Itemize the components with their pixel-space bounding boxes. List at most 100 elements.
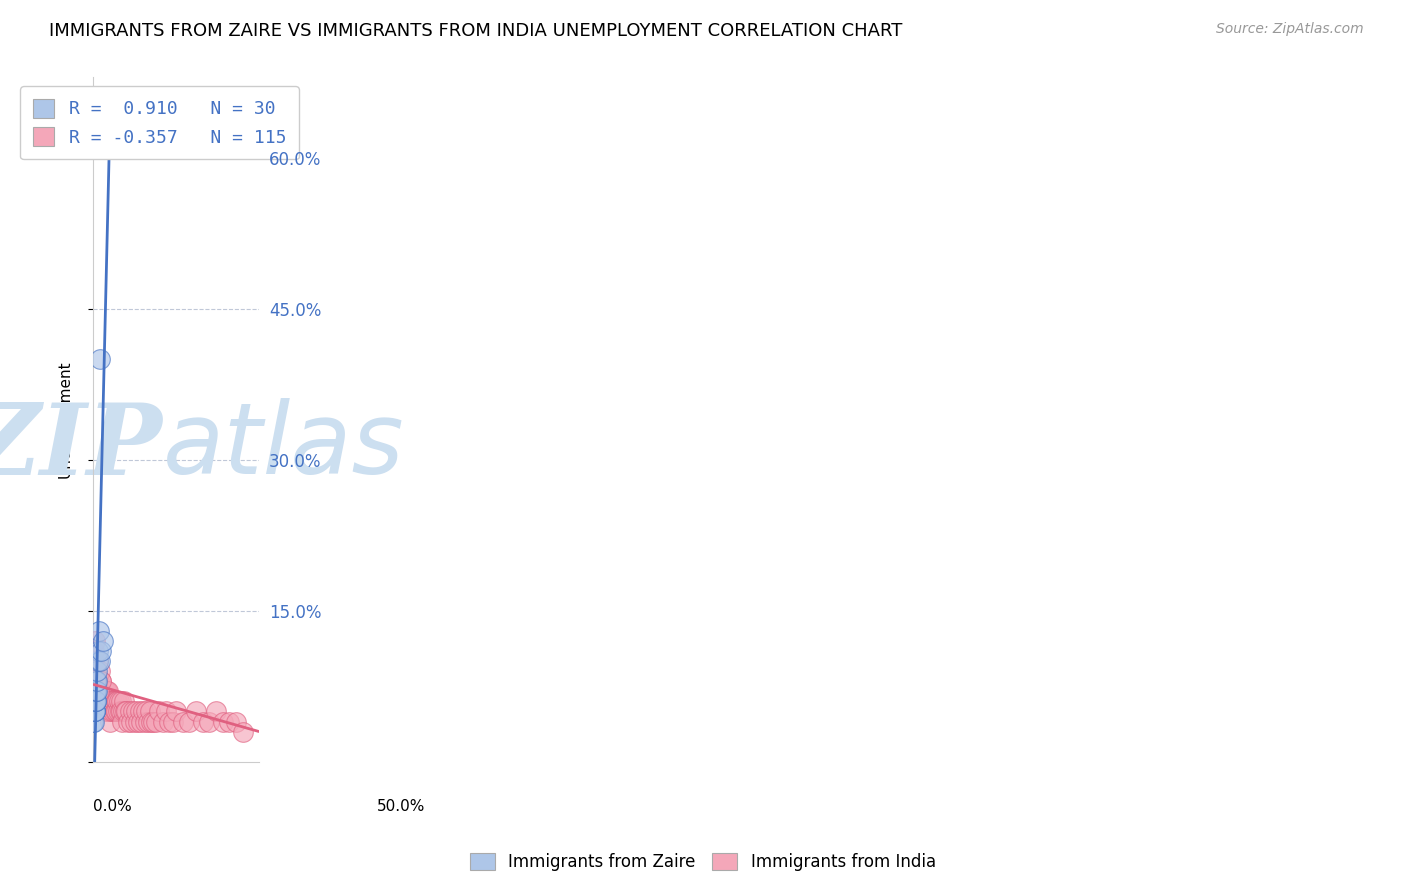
- Point: [87, 694, 110, 708]
- Point: [105, 705, 128, 719]
- Point: [89, 654, 111, 668]
- Point: [83, 644, 105, 658]
- Text: ZIP: ZIP: [0, 399, 163, 495]
- Point: [86, 694, 108, 708]
- Point: [86, 684, 108, 698]
- Point: [93, 694, 115, 708]
- Point: [84, 684, 107, 698]
- Point: [96, 694, 118, 708]
- Point: [90, 684, 112, 698]
- Point: [101, 694, 124, 708]
- Point: [93, 694, 115, 708]
- Point: [127, 714, 149, 729]
- Point: [96, 705, 118, 719]
- Point: [136, 714, 159, 729]
- Point: [191, 714, 214, 729]
- Point: [110, 705, 132, 719]
- Text: 50.0%: 50.0%: [377, 799, 426, 814]
- Point: [110, 694, 132, 708]
- Point: [117, 714, 139, 729]
- Point: [145, 714, 167, 729]
- Point: [122, 705, 145, 719]
- Point: [83, 694, 105, 708]
- Point: [165, 705, 187, 719]
- Text: IMMIGRANTS FROM ZAIRE VS IMMIGRANTS FROM INDIA UNEMPLOYMENT CORRELATION CHART: IMMIGRANTS FROM ZAIRE VS IMMIGRANTS FROM…: [49, 22, 903, 40]
- Point: [83, 705, 105, 719]
- Point: [87, 674, 110, 689]
- Point: [101, 705, 124, 719]
- Point: [87, 624, 110, 638]
- Point: [125, 705, 148, 719]
- Point: [82, 674, 104, 689]
- Point: [89, 684, 111, 698]
- Point: [83, 654, 105, 668]
- Point: [134, 714, 156, 729]
- Point: [86, 674, 108, 689]
- Point: [83, 674, 105, 689]
- Point: [89, 694, 111, 708]
- Point: [94, 684, 117, 698]
- Point: [90, 694, 112, 708]
- Point: [90, 644, 112, 658]
- Point: [84, 664, 107, 678]
- Point: [138, 705, 160, 719]
- Point: [94, 684, 117, 698]
- Point: [111, 714, 134, 729]
- Point: [97, 694, 120, 708]
- Point: [83, 694, 105, 708]
- Point: [83, 705, 105, 719]
- Point: [142, 714, 165, 729]
- Text: Source: ZipAtlas.com: Source: ZipAtlas.com: [1216, 22, 1364, 37]
- Point: [84, 674, 107, 689]
- Point: [97, 694, 120, 708]
- Point: [159, 714, 181, 729]
- Point: [91, 694, 114, 708]
- Point: [120, 714, 142, 729]
- Point: [179, 714, 201, 729]
- Point: [91, 694, 114, 708]
- Point: [83, 684, 105, 698]
- Point: [114, 705, 136, 719]
- Point: [82, 714, 104, 729]
- Point: [89, 664, 111, 678]
- Point: [105, 694, 128, 708]
- Point: [90, 674, 112, 689]
- Point: [84, 694, 107, 708]
- Point: [232, 724, 254, 739]
- Point: [86, 694, 108, 708]
- Point: [83, 694, 105, 708]
- Point: [87, 684, 110, 698]
- Point: [94, 694, 117, 708]
- Legend: Immigrants from Zaire, Immigrants from India: Immigrants from Zaire, Immigrants from I…: [461, 845, 945, 880]
- Point: [87, 684, 110, 698]
- Point: [98, 714, 121, 729]
- Point: [129, 714, 152, 729]
- Point: [83, 664, 105, 678]
- Point: [132, 705, 155, 719]
- Point: [100, 705, 122, 719]
- Point: [155, 705, 177, 719]
- Point: [87, 644, 110, 658]
- Point: [83, 705, 105, 719]
- Point: [84, 684, 107, 698]
- Point: [104, 705, 127, 719]
- Point: [84, 694, 107, 708]
- Point: [97, 684, 120, 698]
- Point: [98, 694, 121, 708]
- Point: [211, 714, 233, 729]
- Point: [89, 352, 111, 367]
- Point: [84, 664, 107, 678]
- Text: atlas: atlas: [163, 399, 405, 495]
- Point: [83, 684, 105, 698]
- Point: [93, 684, 115, 698]
- Point: [91, 684, 114, 698]
- Point: [98, 705, 121, 719]
- Point: [83, 714, 105, 729]
- Point: [112, 694, 135, 708]
- Point: [107, 705, 129, 719]
- Point: [118, 705, 141, 719]
- Point: [162, 714, 184, 729]
- Point: [184, 705, 207, 719]
- Point: [87, 654, 110, 668]
- Point: [86, 674, 108, 689]
